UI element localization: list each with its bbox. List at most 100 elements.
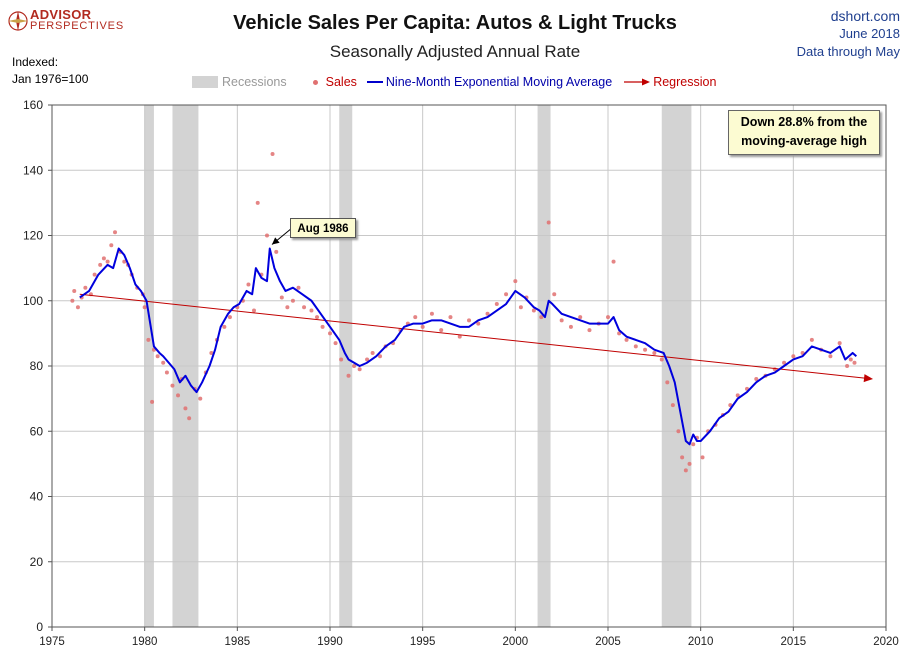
sales-point-43 <box>264 233 269 238</box>
sales-point-71 <box>448 315 453 320</box>
sales-point-23 <box>161 360 166 365</box>
sales-point-49 <box>296 285 301 290</box>
sales-point-83 <box>546 220 551 225</box>
sales-point-81 <box>531 308 536 313</box>
ytick-label-80: 80 <box>30 359 44 373</box>
xtick-label-2000: 2000 <box>503 636 529 648</box>
ytick-label-60: 60 <box>30 424 44 438</box>
sales-point-19 <box>146 337 151 342</box>
sales-point-8 <box>101 256 106 261</box>
ytick-label-20: 20 <box>30 555 44 569</box>
xtick-label-1985: 1985 <box>225 636 251 648</box>
ema-series <box>79 247 858 446</box>
sales-point-7 <box>98 262 103 267</box>
xtick-label-1980: 1980 <box>132 636 158 648</box>
sales-point-73 <box>467 318 471 323</box>
sales-point-18 <box>142 305 147 310</box>
chart-subtitle: Seasonally Adjusted Annual Rate <box>329 42 581 61</box>
sales-point-125 <box>852 360 857 365</box>
sales-point-50 <box>302 305 307 310</box>
compass-icon <box>8 11 28 31</box>
sales-point-111 <box>735 393 740 398</box>
source-date: June 2018 <box>839 26 900 41</box>
sales-point-76 <box>494 302 499 307</box>
ytick-label-160: 160 <box>23 98 43 112</box>
sales-point-116 <box>782 360 787 365</box>
sales-point-9 <box>105 259 110 264</box>
sales-point-39 <box>246 282 251 287</box>
xtick-label-2005: 2005 <box>595 636 621 648</box>
aug-1986-callout: Aug 1986 <box>290 218 356 238</box>
sales-point-69 <box>429 311 434 316</box>
sales-point-85 <box>559 318 564 323</box>
source-note: Data through May <box>796 44 900 59</box>
sales-point-26 <box>176 393 181 398</box>
regression-line <box>79 293 868 379</box>
sales-point-93 <box>624 337 629 342</box>
sales-point-29 <box>187 416 192 421</box>
sales-point-101 <box>680 455 685 460</box>
chart-legend: Recessions Sales Nine-Month Exponential … <box>192 74 716 90</box>
ytick-label-120: 120 <box>23 229 43 243</box>
sales-point-72 <box>457 334 462 339</box>
legend-sales: Sales <box>325 75 357 89</box>
sales-point-67 <box>413 315 418 320</box>
legend-regression-arrow <box>624 78 651 86</box>
legend-regression: Regression <box>653 75 717 89</box>
regression-series <box>79 293 874 383</box>
sales-point-70 <box>439 328 444 333</box>
logo-text-top: ADVISOR <box>30 7 92 22</box>
sales-point-46 <box>279 295 284 300</box>
sales-point-28 <box>183 406 188 411</box>
sales-point-96 <box>652 350 657 355</box>
sales-point-74 <box>476 321 481 326</box>
sales-point-90 <box>606 315 610 320</box>
drawdown-note-line1: Down 28.8% from the <box>740 115 868 129</box>
sales-point-6 <box>92 272 97 277</box>
sales-point-113 <box>754 377 759 382</box>
grid-lines <box>52 105 886 627</box>
xtick-label-1995: 1995 <box>410 636 436 648</box>
sales-point-53 <box>320 324 325 329</box>
sales-point-98 <box>665 380 670 385</box>
indexed-base: Jan 1976=100 <box>12 72 89 86</box>
xtick-label-2020: 2020 <box>873 636 899 648</box>
sales-point-36 <box>227 315 232 320</box>
ema-line <box>79 247 858 446</box>
sales-point-40 <box>252 308 257 313</box>
sales-point-44 <box>270 151 275 156</box>
sales-point-99 <box>670 403 675 408</box>
sales-point-106 <box>700 455 705 460</box>
logo-text-bottom: PERSPECTIVES <box>30 20 124 32</box>
callout-arrow <box>271 227 293 245</box>
sales-point-25 <box>170 383 175 388</box>
sales-point-10 <box>109 243 114 248</box>
drawdown-note: Down 28.8% from the moving-average high <box>728 110 880 155</box>
sales-point-79 <box>518 305 523 310</box>
indexed-label: Indexed: <box>12 55 59 69</box>
sales-point-78 <box>513 279 518 284</box>
callout-arrowhead <box>271 237 280 245</box>
sales-point-119 <box>809 337 814 342</box>
sales-point-124 <box>848 357 853 362</box>
source-site: dshort.com <box>830 8 900 24</box>
sales-series <box>70 151 857 473</box>
sales-point-123 <box>845 364 850 368</box>
legend-recession-swatch <box>192 76 218 88</box>
sales-point-52 <box>315 315 320 320</box>
regression-arrowhead <box>863 374 874 383</box>
sales-point-117 <box>791 354 796 359</box>
sales-point-100 <box>676 429 681 434</box>
xtick-label-1975: 1975 <box>39 636 65 648</box>
ytick-label-100: 100 <box>23 294 43 308</box>
sales-point-51 <box>309 308 314 313</box>
legend-recessions: Recessions <box>222 75 287 89</box>
sales-point-35 <box>222 324 227 329</box>
sales-point-45 <box>274 249 279 254</box>
sales-point-22 <box>155 354 160 359</box>
sales-point-121 <box>828 354 833 359</box>
advisor-perspectives-logo: ADVISOR PERSPECTIVES <box>8 7 133 37</box>
sales-point-122 <box>837 341 842 346</box>
sales-point-48 <box>290 298 295 303</box>
sales-point-2 <box>75 305 80 310</box>
